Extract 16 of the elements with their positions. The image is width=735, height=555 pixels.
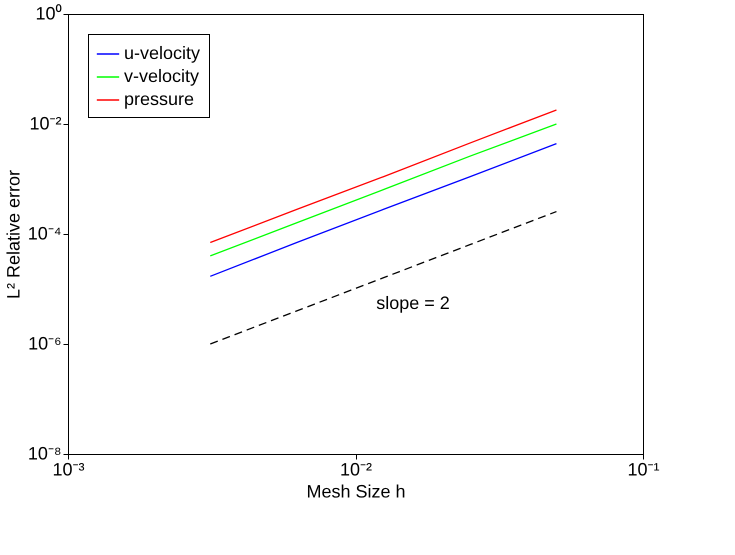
- annotation: slope = 2: [376, 293, 450, 313]
- x-tick-label: 10⁻¹: [627, 460, 660, 480]
- y-tick-label: 10⁻²: [29, 114, 62, 134]
- line-series: [210, 123, 558, 257]
- y-tick-label: 10⁰: [35, 4, 62, 24]
- line-series: [210, 109, 558, 244]
- y-tick-label: 10⁻⁴: [28, 224, 62, 244]
- x-axis-title: Mesh Size h: [306, 482, 406, 502]
- legend-label: u-velocity: [124, 43, 200, 63]
- x-tick-label: 10⁻²: [340, 460, 372, 480]
- y-axis-title: L² Relative error: [4, 170, 24, 300]
- line-series: [210, 210, 558, 345]
- legend-label: pressure: [124, 89, 194, 109]
- line-series: [210, 142, 558, 277]
- legend-label: v-velocity: [124, 66, 200, 86]
- y-tick-label: 10⁻⁶: [28, 334, 62, 354]
